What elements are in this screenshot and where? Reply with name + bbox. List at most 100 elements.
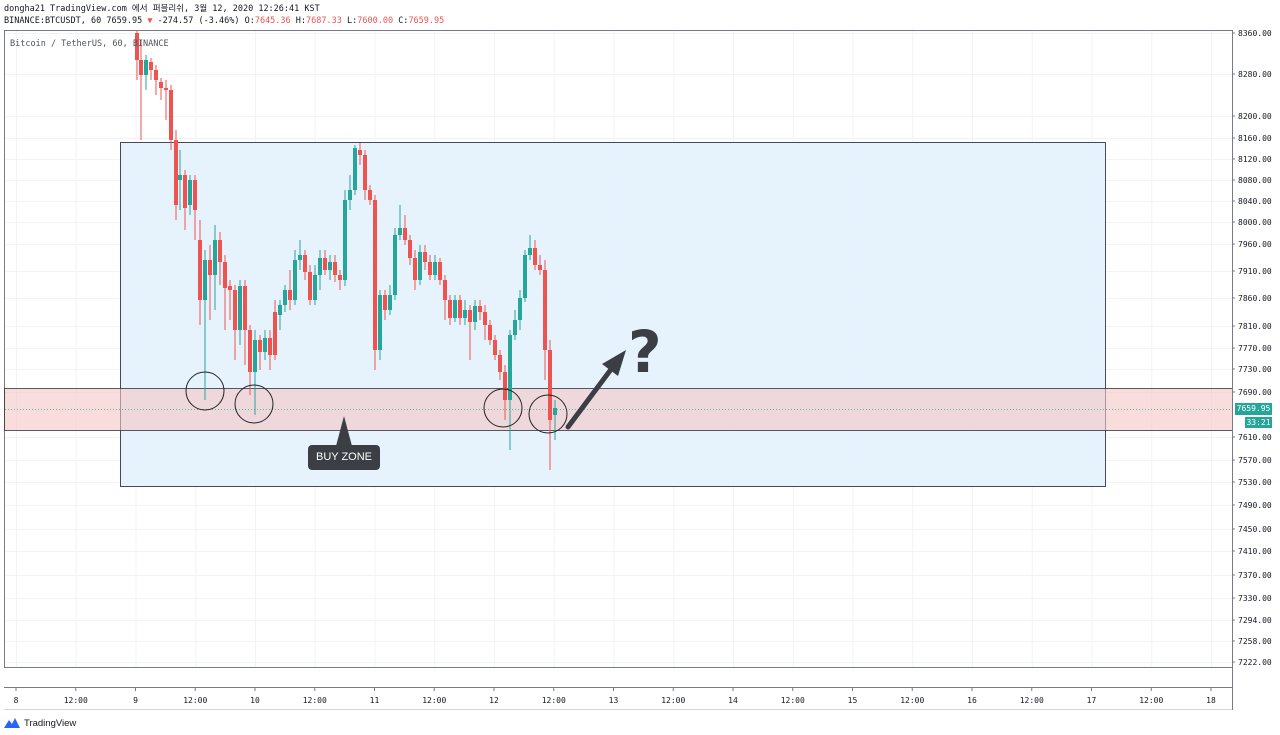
candle-body bbox=[288, 290, 292, 300]
candle-body bbox=[243, 286, 247, 330]
time-tick-label: 12:00 bbox=[303, 696, 327, 705]
candle-body bbox=[358, 150, 362, 155]
buy-zone-label[interactable]: BUY ZONE bbox=[308, 445, 380, 470]
candle-body bbox=[333, 262, 337, 275]
candle-body bbox=[553, 408, 557, 415]
price-change: -274.57 (-3.46%) bbox=[157, 16, 240, 26]
price-tick-label: 8160.00 bbox=[1238, 134, 1272, 143]
time-tick-label: 12:00 bbox=[542, 696, 566, 705]
candle-body bbox=[413, 258, 417, 280]
candle-body bbox=[513, 320, 517, 335]
time-tick-label: 12:00 bbox=[183, 696, 207, 705]
time-tick-label: 15 bbox=[848, 696, 858, 705]
price-tick-label: 7730.00 bbox=[1238, 365, 1272, 374]
candle-body bbox=[368, 190, 372, 200]
footer-brand: TradingView bbox=[24, 717, 77, 729]
time-tick-label: 12:00 bbox=[64, 696, 88, 705]
tradingview-footer[interactable]: TradingView bbox=[4, 716, 76, 730]
candle-body bbox=[258, 340, 262, 352]
high-label: H: bbox=[295, 16, 307, 26]
candle-body bbox=[135, 33, 139, 60]
buy-zone-callout-pointer bbox=[336, 416, 352, 446]
candles bbox=[135, 30, 557, 470]
price-tick-label: 7410.00 bbox=[1238, 547, 1272, 556]
candle-body bbox=[223, 262, 227, 288]
candle-body bbox=[323, 258, 327, 270]
price-tick-label: 8280.00 bbox=[1238, 70, 1272, 79]
time-tick-label: 12:00 bbox=[1139, 696, 1163, 705]
time-tick-label: 14 bbox=[728, 696, 738, 705]
candle-body bbox=[468, 310, 472, 322]
ohlc-header: BINANCE:BTCUSDT, 60 7659.95 ▼ -274.57 (-… bbox=[4, 16, 444, 26]
price-tick-label: 8360.00 bbox=[1238, 29, 1272, 38]
price-tick-label: 7530.00 bbox=[1238, 478, 1272, 487]
price-tick-label: 7330.00 bbox=[1238, 594, 1272, 603]
candle-body bbox=[154, 70, 158, 80]
candle-body bbox=[353, 148, 357, 190]
price-tick-label: 7810.00 bbox=[1238, 322, 1272, 331]
time-tick-label: 18 bbox=[1206, 696, 1216, 705]
close-label: C: bbox=[398, 16, 409, 26]
symbol-label[interactable]: BINANCE:BTCUSDT, 60 bbox=[4, 16, 102, 26]
candle-body bbox=[438, 262, 442, 280]
candle-body bbox=[373, 200, 377, 350]
time-tick-label: 10 bbox=[250, 696, 260, 705]
candle-body bbox=[218, 240, 222, 262]
candle-body bbox=[159, 82, 163, 88]
candle-body bbox=[503, 372, 507, 400]
candle-body bbox=[528, 248, 532, 255]
candle-body bbox=[348, 190, 352, 200]
price-tick-label: 7490.00 bbox=[1238, 501, 1272, 510]
candle-body bbox=[403, 228, 407, 240]
candle-body bbox=[393, 235, 397, 295]
candle-body bbox=[383, 295, 387, 310]
support-touch-circle bbox=[185, 371, 225, 411]
candle-body bbox=[418, 252, 422, 280]
price-tick-label: 7450.00 bbox=[1238, 525, 1272, 534]
time-tick-label: 8 bbox=[14, 696, 19, 705]
low-label: L: bbox=[346, 16, 358, 26]
candle-body bbox=[463, 310, 467, 318]
candle-body bbox=[298, 255, 302, 260]
current-price-badge: 7659.95 bbox=[1235, 403, 1272, 415]
candle-body bbox=[338, 275, 342, 280]
bar-countdown-badge: 33:21 bbox=[1245, 417, 1272, 428]
candle-body bbox=[493, 340, 497, 355]
candle-body bbox=[233, 290, 237, 330]
price-tick-label: 7294.00 bbox=[1238, 616, 1272, 625]
support-touch-circle bbox=[528, 394, 568, 434]
series-legend[interactable]: Bitcoin / TetherUS, 60, BINANCE bbox=[10, 39, 169, 49]
candle-body bbox=[398, 228, 402, 235]
candle-body bbox=[273, 312, 277, 355]
time-tick-label: 17 bbox=[1087, 696, 1097, 705]
price-tick-label: 7960.00 bbox=[1238, 240, 1272, 249]
range-box[interactable] bbox=[120, 142, 1106, 487]
candle-body bbox=[188, 180, 192, 205]
candle-body bbox=[283, 290, 287, 305]
candle-body bbox=[228, 286, 232, 290]
time-axis[interactable]: 8 12:00 9 12:00 10 12:00 11 12:00 12 12:00 13 12:00… bbox=[14, 687, 1216, 705]
candle-body bbox=[293, 260, 297, 300]
candle-body bbox=[213, 240, 217, 275]
price-tick-label: 7690.00 bbox=[1238, 388, 1272, 397]
price-tick-label: 7910.00 bbox=[1238, 267, 1272, 276]
candle-body bbox=[508, 335, 512, 400]
candle-body bbox=[303, 255, 307, 272]
candle-body bbox=[178, 175, 182, 180]
price-tick-label: 7570.00 bbox=[1238, 456, 1272, 465]
candle-body bbox=[498, 355, 502, 372]
price-tick-label: 7370.00 bbox=[1238, 571, 1272, 580]
candle-body bbox=[488, 325, 492, 340]
price-tick-label: 7610.00 bbox=[1238, 433, 1272, 442]
candle-body bbox=[458, 300, 462, 318]
candle-body bbox=[318, 258, 322, 275]
candle-body bbox=[308, 272, 312, 300]
last-price: 7659.95 bbox=[106, 16, 143, 26]
open-value: 7645.36 bbox=[254, 16, 291, 26]
candle-body bbox=[533, 248, 537, 265]
candle-body bbox=[248, 330, 252, 372]
price-axis[interactable]: 8360.00 8280.00 8200.00 8160.00 8120.00 8080.… bbox=[1232, 29, 1272, 710]
up-arrow-head bbox=[602, 350, 626, 376]
candle-body bbox=[253, 340, 257, 372]
